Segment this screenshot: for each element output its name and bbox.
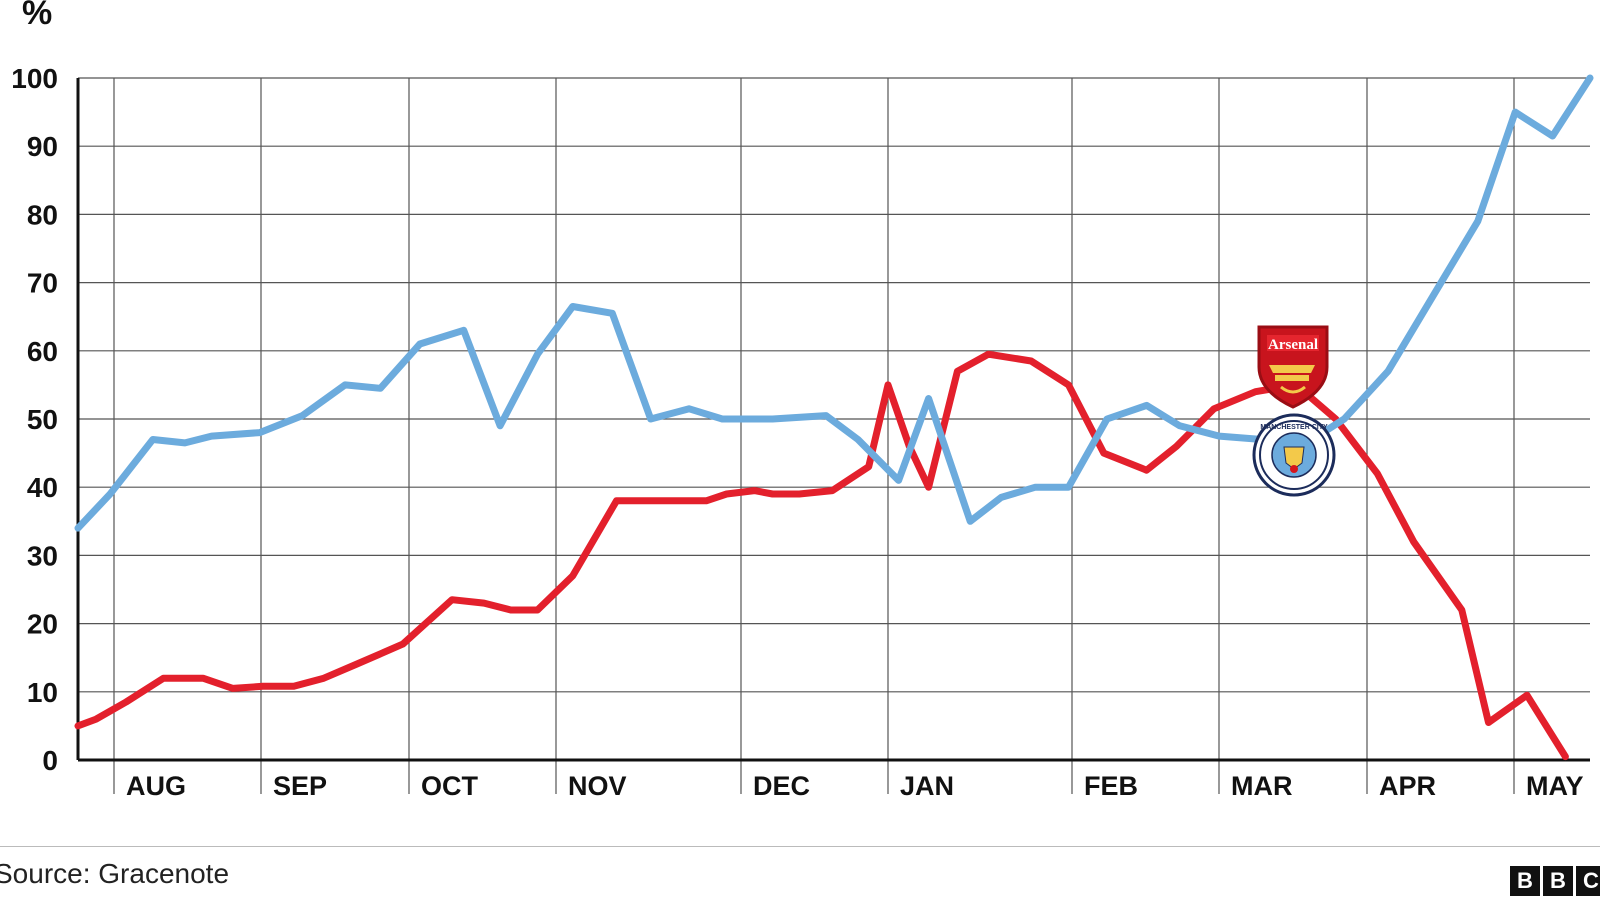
y-tick-label: 70 xyxy=(27,268,58,299)
arsenal-crest-icon: Arsenal xyxy=(1257,325,1329,409)
x-tick-label: APR xyxy=(1379,771,1436,801)
y-tick-label: 100 xyxy=(11,63,58,94)
bbc-logo: B B C xyxy=(1510,866,1600,896)
x-tick-label: MAR xyxy=(1231,771,1293,801)
x-tick-label: JAN xyxy=(900,771,954,801)
y-tick-label: 90 xyxy=(27,131,58,162)
x-tick-label: DEC xyxy=(753,771,810,801)
man-city-crest-text: MANCHESTER CITY xyxy=(1260,424,1328,431)
arsenal-crest-text: Arsenal xyxy=(1268,337,1318,353)
x-tick-label: AUG xyxy=(126,771,186,801)
y-tick-label: 20 xyxy=(27,609,58,640)
y-unit-label: % xyxy=(22,0,52,32)
x-tick-label: NOV xyxy=(568,771,627,801)
bbc-logo-letter: C xyxy=(1576,866,1600,896)
x-tick-label: MAY xyxy=(1526,771,1584,801)
y-tick-label: 60 xyxy=(27,336,58,367)
y-tick-label: 50 xyxy=(27,404,58,435)
y-tick-label: 30 xyxy=(27,540,58,571)
footer-divider xyxy=(0,846,1600,847)
y-tick-label: 10 xyxy=(27,677,58,708)
x-tick-label: SEP xyxy=(273,771,327,801)
bbc-logo-letter: B xyxy=(1510,866,1540,896)
x-tick-label: OCT xyxy=(421,771,479,801)
bbc-logo-letter: B xyxy=(1543,866,1573,896)
logos: Arsenal MANCHESTER CITY xyxy=(1252,325,1336,497)
x-tick-label: FEB xyxy=(1084,771,1138,801)
series xyxy=(74,74,1594,761)
y-tick-label: 80 xyxy=(27,199,58,230)
axes xyxy=(76,78,1590,762)
ticks: 0 10 20 30 40 50 60 70 80 90 100 AUG SEP OCT NOV DEC JAN… xyxy=(11,0,1583,801)
y-tick-label: 40 xyxy=(27,472,58,503)
y-tick-label: 0 xyxy=(42,745,58,776)
manchester-city-crest-icon: MANCHESTER CITY xyxy=(1252,413,1336,497)
source-note: Source: Gracenote xyxy=(0,858,230,889)
